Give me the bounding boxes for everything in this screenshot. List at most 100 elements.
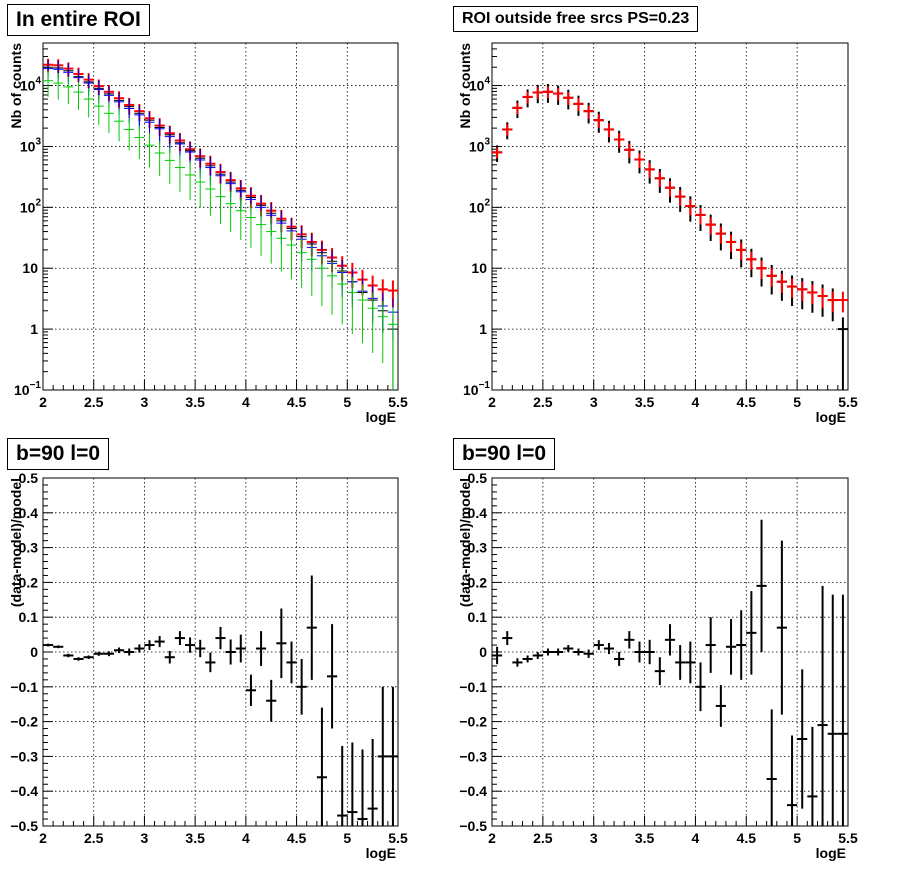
y-tick-label: 0.2 [468,574,488,590]
data-point [205,652,216,673]
data-point [563,92,574,105]
y-tick-label: 10 [471,260,487,276]
data-point [357,284,368,344]
y-tick-label: −0.1 [459,679,487,695]
data-point [786,278,798,298]
x-tick-label: 4.5 [287,394,307,410]
x-tick-label: 3 [141,830,149,846]
data-point [367,292,378,353]
data-point [144,133,155,168]
data-point [154,635,165,648]
data-point [114,647,125,654]
y-axis-label: (data-model)/model [8,478,24,607]
data-point [215,183,226,225]
data-point [654,657,665,686]
data-point [387,686,398,826]
data-point [63,76,74,105]
data-point [654,171,665,188]
data-point [492,646,503,665]
data-point [256,210,267,256]
data-point [603,123,615,138]
chart-panel-1: 2 2.5 3 3.5 4 4.5 5 5.5 10−1 1 10 102 103 104 logE Nb o… [8,42,408,425]
y-tick-label: −0.1 [10,679,38,695]
data-point [624,631,635,649]
x-tick-label: 5.5 [838,830,858,846]
y-tick-label: −0.3 [10,748,38,764]
data-point [492,147,503,159]
series-2 [43,60,398,390]
x-tick-label: 5.5 [838,394,858,410]
data-point [664,181,676,197]
data-point [624,143,635,159]
data-point [522,91,533,104]
x-axis-label: logE [366,409,396,425]
y-tick-label: 0.3 [19,540,39,556]
y-tick-label: −0.5 [10,818,38,834]
data-point [195,639,206,658]
data-point [225,639,236,665]
data-point [725,618,737,675]
data-point [174,155,185,192]
y-tick-label: 0.4 [468,505,488,521]
x-tick-label: 3.5 [635,394,655,410]
data-point [532,87,543,100]
data-point [583,649,594,658]
data-point [756,519,767,652]
y-axis-label: Nb of counts [8,43,24,129]
data-point [817,287,828,308]
data-point [603,642,615,655]
data-point [644,639,655,665]
y-axis-label: Nb of counts [457,43,473,129]
y-tick-label: 102 [20,197,42,215]
data-point [644,162,655,178]
x-axis-label: logE [366,845,396,861]
data-point [225,190,236,233]
y-tick-label: 104 [469,76,491,94]
x-tick-label: 2.5 [533,830,553,846]
x-tick-label: 3 [590,394,598,410]
y-tick-label: 10−1 [14,380,41,398]
x-tick-label: 4 [692,394,700,410]
x-tick-label: 2.5 [84,394,104,410]
data-point [502,631,513,646]
x-tick-label: 2 [488,830,496,846]
data-point [245,674,256,706]
x-tick-label: 3.5 [185,830,205,846]
data-point [347,277,358,335]
data-point [377,300,388,364]
x-tick-label: 4.5 [287,830,307,846]
data-point [522,655,533,663]
y-tick-label: 0.1 [468,609,488,625]
y-tick-label: −0.5 [459,818,487,834]
data-point [134,125,145,160]
chart-title-4: b=90 l=0 [453,438,556,470]
data-point [797,669,808,809]
y-tick-label: 1 [30,321,38,337]
data-point [553,648,564,656]
x-tick-label: 2 [39,830,47,846]
data-point [583,105,594,119]
x-tick-label: 3.5 [185,394,205,410]
data-point [837,291,848,313]
data-point [593,114,604,128]
data-point [736,242,747,261]
data-point [144,640,155,650]
data-point [93,651,104,656]
data-point [316,253,327,306]
data-point [174,631,185,646]
data-point [185,637,196,653]
data-point [367,739,378,826]
data-point [347,742,358,826]
y-tick-label: 10−1 [463,380,490,398]
y-tick-label: 0.5 [19,470,39,486]
data-point [532,652,543,659]
y-tick-label: −0.2 [10,714,38,730]
data-point [573,98,584,112]
data-point [664,624,676,656]
data-point [286,230,297,280]
chart-title-2: ROI outside free srcs PS=0.23 [453,6,699,32]
data-point [134,644,145,653]
data-point [83,655,94,659]
y-tick-label: 0 [479,644,487,660]
data-point [185,162,196,201]
